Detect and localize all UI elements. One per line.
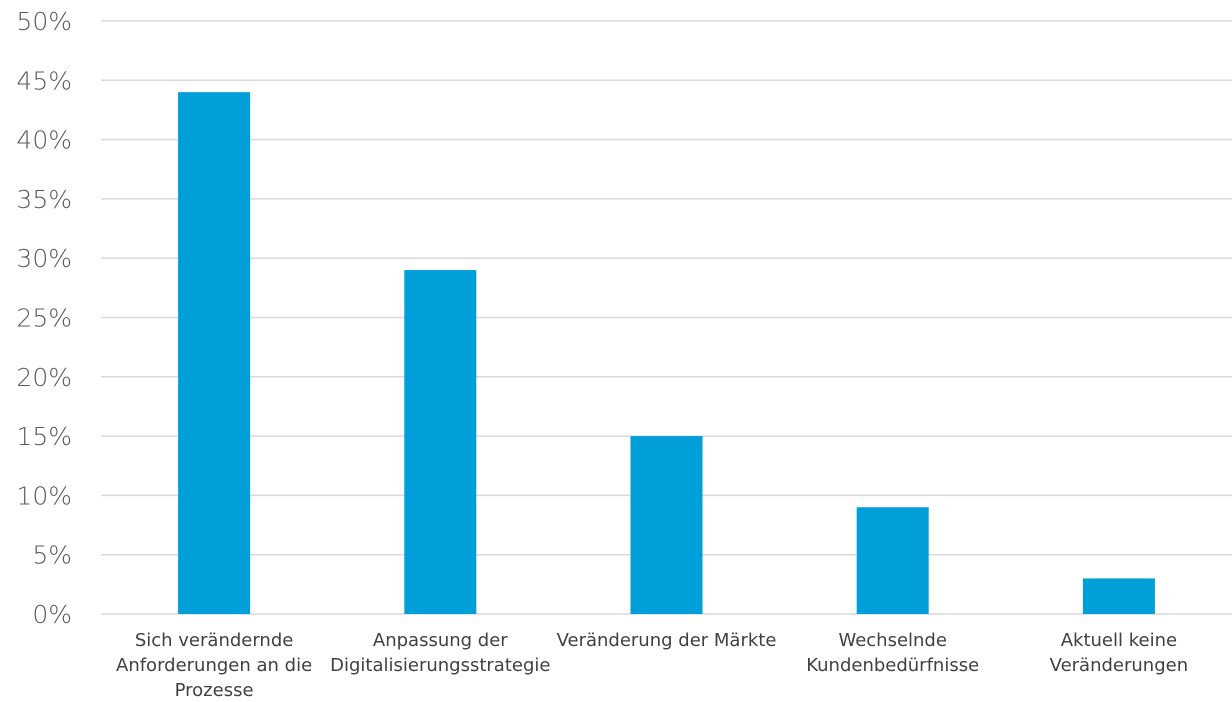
y-tick-label: 40%: [16, 126, 72, 155]
gridlines: [101, 20, 1232, 615]
x-category-label-line: Wechselnde: [838, 630, 946, 651]
x-category-label-line: Sich verändernde: [135, 630, 294, 651]
x-category-label-line: Prozesse: [175, 680, 254, 701]
bar: [178, 92, 251, 614]
y-tick-label: 45%: [16, 66, 72, 95]
y-tick-label: 10%: [16, 481, 72, 510]
y-tick-label: 25%: [16, 304, 72, 333]
x-category-label: Sich verändernde Anforderungen an die Proz…: [116, 630, 312, 701]
y-tick-label: 30%: [16, 244, 72, 273]
x-category-label: Wechselnde Kundenbedürfnisse: [806, 630, 979, 676]
x-category-label-line: Anforderungen an die: [116, 655, 312, 676]
x-category-label-line: Digitalisierungsstrategie: [330, 655, 550, 676]
y-tick-label: 5%: [32, 541, 72, 570]
y-axis-tick-labels: 0% 5% 10% 15% 20% 25% 30% 35% 40% 45% 50%: [16, 7, 72, 629]
y-tick-label: 15%: [16, 422, 72, 451]
x-axis-category-labels: Sich verändernde Anforderungen an die Proz…: [116, 630, 1188, 701]
x-category-label-line: Veränderungen: [1050, 655, 1188, 676]
y-tick-label: 0%: [32, 600, 72, 629]
bar: [630, 436, 703, 614]
x-category-label: Veränderung der Märkte: [557, 630, 777, 651]
x-category-label: Anpassung der Digitalisierungsstrategie: [330, 630, 550, 676]
y-tick-label: 20%: [16, 363, 72, 392]
x-category-label: Aktuell keine Veränderungen: [1050, 630, 1188, 676]
y-tick-label: 35%: [16, 185, 72, 214]
x-category-label-line: Veränderung der Märkte: [557, 630, 777, 651]
bar: [856, 507, 929, 614]
x-category-label-line: Anpassung der: [373, 630, 508, 651]
bar: [404, 270, 477, 614]
x-category-label-line: Aktuell keine: [1061, 630, 1177, 651]
y-tick-label: 50%: [16, 7, 72, 36]
x-category-label-line: Kundenbedürfnisse: [806, 655, 979, 676]
bars: [178, 92, 1155, 614]
bar: [1082, 578, 1155, 614]
